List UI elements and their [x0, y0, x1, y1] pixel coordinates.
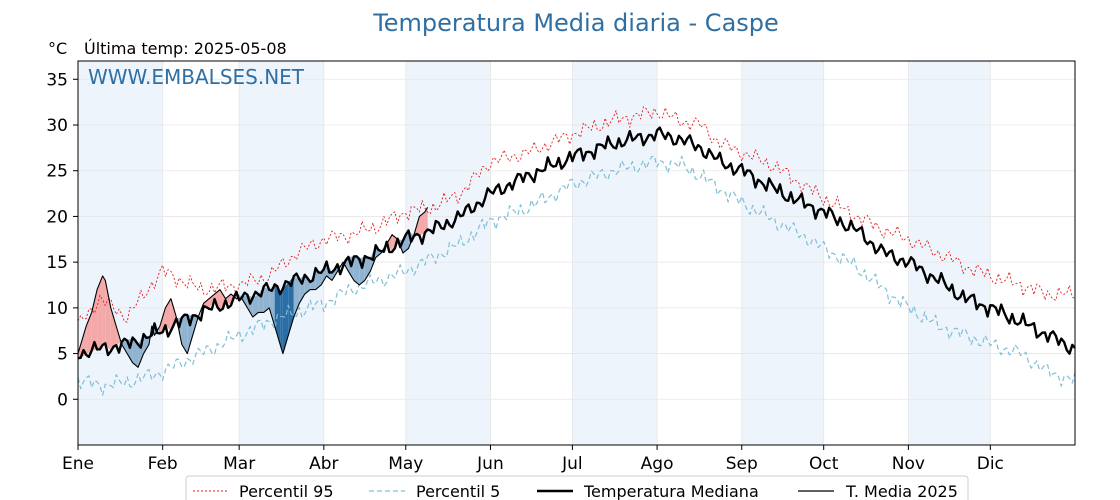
x-tick-label: Nov [892, 454, 925, 474]
y-axis: 0 5 10 15 20 25 30 35 [46, 70, 78, 410]
x-tick-label: Abr [309, 454, 338, 474]
x-tick-label: Sep [726, 454, 758, 474]
x-tick-label: Jun [476, 454, 504, 474]
anomaly-fill [165, 298, 171, 331]
series-lines [77, 106, 1076, 396]
chart-title: Temperatura Media diaria - Caspe [372, 9, 779, 37]
series-line-current [77, 207, 429, 368]
anomaly-fill [252, 294, 259, 317]
x-axis: Ene Feb Mar Abr May Jun Jul Ago Sep Oct Nov Dic [62, 445, 1004, 474]
anomaly-fill [220, 289, 226, 311]
anomaly-fill [143, 334, 150, 354]
anomaly-fill [419, 211, 425, 236]
x-tick-label: Dic [977, 454, 1004, 474]
x-tick-label: Ago [641, 454, 674, 474]
legend-label-median: Temperatura Mediana [583, 482, 759, 500]
y-tick-label: 15 [46, 253, 68, 273]
anomaly-fill [110, 307, 117, 352]
x-tick-label: May [388, 454, 423, 474]
month-band [741, 61, 824, 445]
month-band [239, 61, 324, 445]
anomaly-fill [386, 234, 393, 252]
anomaly-fill [353, 256, 360, 285]
y-tick-label: 20 [46, 207, 68, 227]
gridlines [77, 61, 1075, 445]
legend-box [185, 475, 969, 500]
series-line-median [77, 126, 1076, 360]
anomaly-fill [181, 314, 188, 354]
y-tick-label: 5 [57, 345, 68, 365]
x-tick-label: Ene [62, 454, 94, 474]
x-tick-label: Feb [148, 454, 178, 474]
legend-label-p95: Percentil 95 [239, 482, 334, 500]
anomaly-fill [403, 230, 409, 253]
y-tick-label: 30 [46, 116, 68, 136]
y-tick-label: 25 [46, 162, 68, 182]
y-tick-label: 10 [46, 299, 68, 319]
last-update-label: Última temp: 2025-05-08 [84, 39, 287, 58]
anomaly-fill [280, 288, 283, 354]
anomaly-fill [304, 274, 311, 295]
y-tick-label: 0 [57, 390, 68, 410]
anomaly-fill [214, 289, 221, 311]
month-band [405, 61, 491, 445]
series-line-p95 [77, 106, 1076, 323]
legend-label-p5: Percentil 5 [416, 482, 500, 500]
month-band [78, 61, 163, 445]
anomaly-fill [225, 294, 231, 306]
unit-label: °C [48, 39, 67, 58]
anomaly-fill [424, 207, 428, 233]
month-bands [78, 61, 991, 445]
anomaly-fill [293, 276, 300, 317]
legend-label-current: T. Media 2025 [845, 482, 958, 500]
y-tick-label: 35 [46, 70, 68, 90]
x-tick-label: Mar [223, 454, 255, 474]
watermark-text: WWW.EMBALSES.NET [88, 65, 305, 89]
anomaly-fill [282, 282, 289, 354]
anomaly-fill [132, 337, 139, 368]
anomaly-fill [364, 256, 371, 281]
anomaly-fill [102, 275, 106, 346]
plot-frame [77, 60, 1076, 446]
anomaly-fill [392, 234, 398, 252]
legend: Percentil 95 Percentil 5 Temperatura Med… [185, 475, 969, 500]
anomaly-fill [170, 298, 177, 331]
x-tick-label: Jul [561, 454, 583, 474]
anomaly-fill [105, 280, 111, 352]
anomaly-fill [97, 275, 103, 350]
x-tick-label: Oct [809, 454, 839, 474]
anomaly-fill [91, 289, 98, 351]
month-band [572, 61, 658, 445]
anomaly-fill [263, 286, 270, 313]
month-band [908, 61, 991, 445]
anomaly-fill [269, 284, 275, 327]
